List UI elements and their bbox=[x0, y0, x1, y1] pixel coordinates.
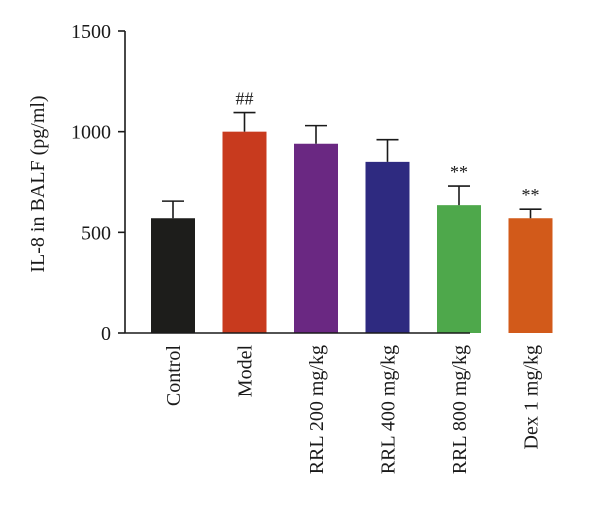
bar bbox=[365, 161, 410, 333]
y-tick-label: 500 bbox=[81, 222, 111, 244]
x-tick-label: RRL 400 mg/kg bbox=[378, 345, 400, 474]
significance-annotations: ## ** ** bbox=[236, 89, 540, 206]
y-tick-label: 1000 bbox=[71, 122, 111, 144]
y-tick-label: 1500 bbox=[71, 21, 111, 43]
x-tick-label: Control bbox=[163, 345, 185, 407]
y-axis-title: IL-8 in BALF (pg/ml) bbox=[27, 95, 49, 272]
bar bbox=[508, 218, 553, 333]
x-tick-labels: Control Model RRL 200 mg/kg RRL 400 mg/kg RR… bbox=[163, 345, 543, 475]
x-tick-label: Model bbox=[235, 345, 257, 398]
bar bbox=[222, 131, 267, 333]
error-bars bbox=[162, 111, 542, 219]
x-tick-label: RRL 800 mg/kg bbox=[449, 345, 471, 474]
bars bbox=[151, 131, 553, 333]
x-tick-label: RRL 200 mg/kg bbox=[306, 345, 328, 474]
bar bbox=[437, 205, 481, 333]
axes bbox=[124, 31, 470, 334]
y-ticks: 0 500 1000 1500 bbox=[71, 21, 125, 345]
significance-label: ** bbox=[450, 162, 468, 182]
bar bbox=[151, 218, 195, 333]
significance-label: ## bbox=[236, 89, 254, 109]
y-tick-label: 0 bbox=[101, 323, 111, 345]
significance-label: ** bbox=[522, 185, 540, 205]
bar bbox=[294, 143, 338, 333]
x-tick-label: Dex 1 mg/kg bbox=[521, 345, 543, 449]
